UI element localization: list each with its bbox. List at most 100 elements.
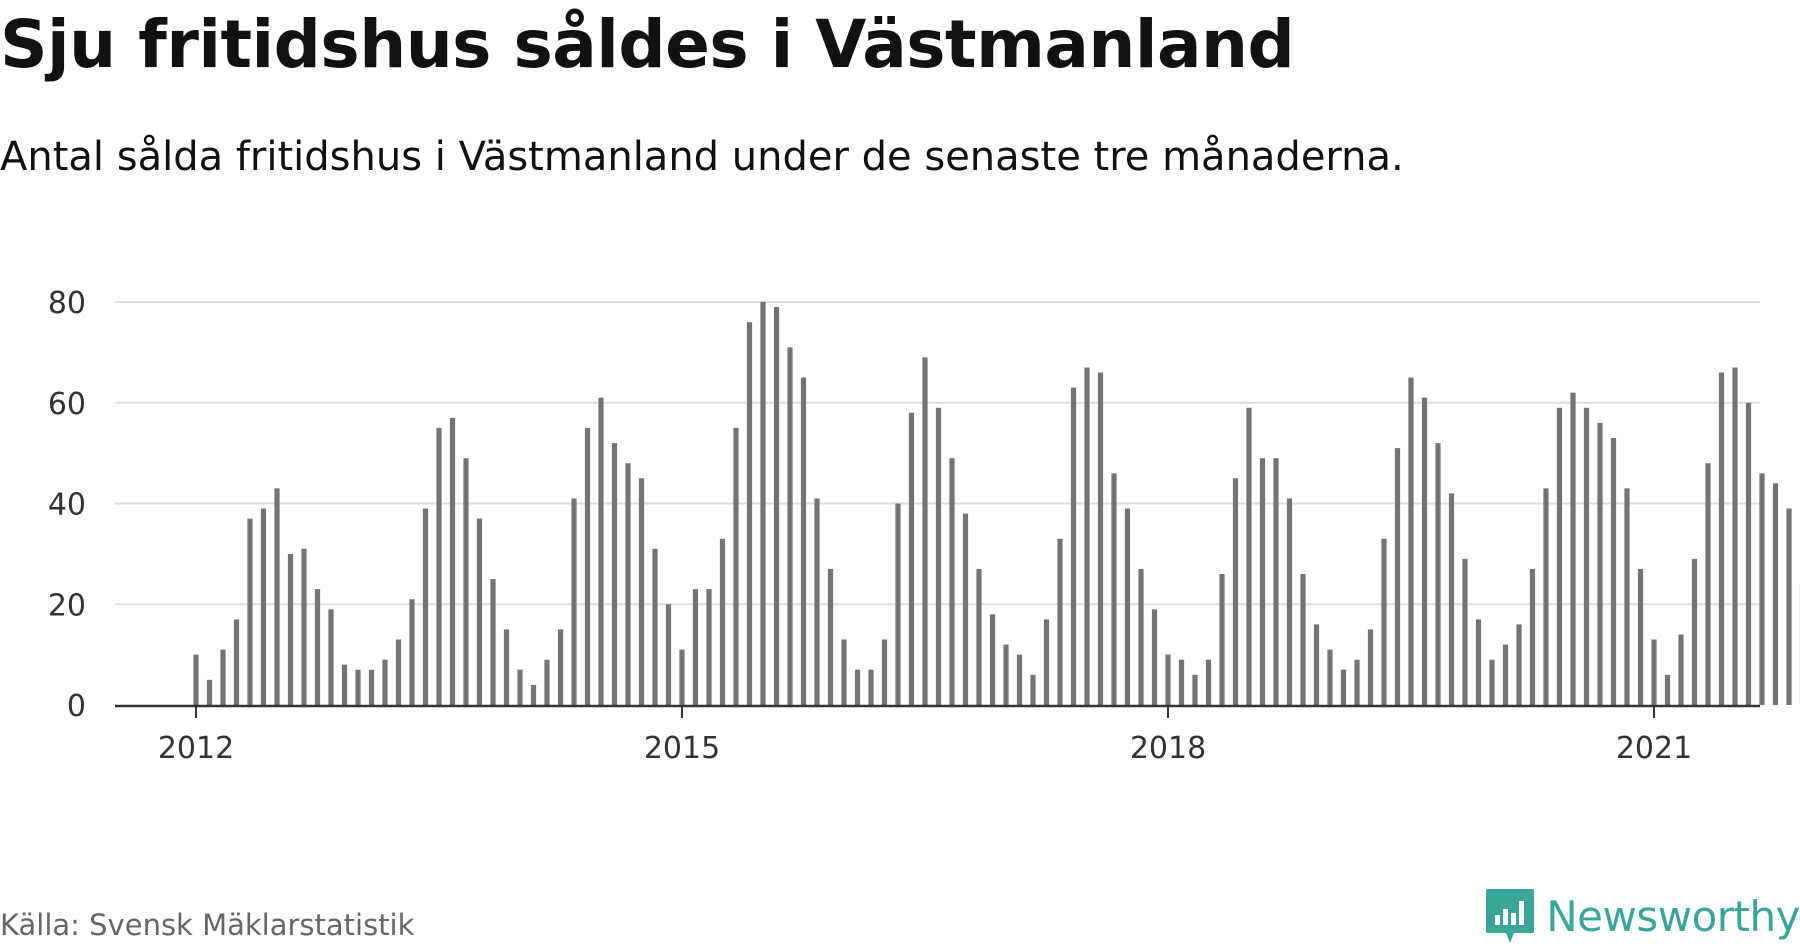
bar [1745,402,1752,706]
bar [1583,407,1590,705]
bar [1624,488,1630,705]
bar [1516,624,1522,705]
bar [571,498,577,705]
bar [1448,493,1455,705]
bar [1165,654,1171,705]
bar [1313,624,1320,705]
bar [652,548,658,705]
bar [1475,619,1482,705]
bar [665,604,672,706]
bar [679,649,685,705]
bar [1664,674,1671,705]
bar [1556,407,1563,705]
bar [422,508,429,705]
x-tick-label: 2015 [644,731,720,766]
bar [949,458,955,705]
bar [368,669,375,705]
bar [787,347,793,705]
bar [395,639,402,705]
bar [274,488,280,705]
bar [1205,659,1212,705]
bar [895,503,901,705]
bar [1327,649,1333,705]
bar [314,589,321,705]
bar [1381,538,1387,705]
bar [638,478,645,705]
bar [881,639,888,705]
y-tick-label: 20 [48,588,86,623]
bar [449,417,456,705]
bar [1772,483,1779,705]
bar [760,302,766,705]
bar [1097,372,1104,705]
newsworthy-logo-icon [1486,889,1535,943]
bar [382,659,388,705]
bar [1003,644,1009,705]
bar [233,619,240,705]
bar [1543,488,1549,705]
bar [1610,438,1617,705]
bar [503,629,510,705]
bar [1637,569,1644,705]
bar [962,513,969,705]
bar [733,427,739,705]
y-axis-labels: 0 20 40 60 80 [48,286,86,724]
bar [220,649,226,705]
bar [827,569,834,705]
brand-name: Newsworthy [1546,891,1800,941]
bar [598,397,604,705]
bar [1030,674,1036,705]
x-tick-label: 2021 [1616,731,1692,766]
bar [463,458,469,705]
bar [436,427,442,705]
bar [1246,407,1252,705]
bar [1138,569,1144,705]
bar [476,518,483,705]
y-tick-label: 0 [67,689,86,724]
bar [1016,654,1023,705]
bar [692,589,699,705]
bar [814,498,820,705]
bar [1394,448,1401,705]
bar [719,538,726,705]
bar [1084,367,1090,705]
bar [247,518,253,705]
bar [260,508,267,705]
bar [706,589,712,705]
bar [517,669,523,705]
bar [206,679,213,705]
brand[interactable]: Newsworthy [1484,887,1800,945]
bar [1070,387,1077,705]
bar [1286,498,1293,705]
bar [1219,574,1225,705]
bar [854,669,861,705]
bar [1678,634,1684,705]
bar [976,569,982,705]
bar [287,553,294,705]
bar [1192,674,1198,705]
bar [1502,644,1509,705]
chart-title: Sju fritidshus såldes i Västmanland [0,6,1295,83]
bar [1705,463,1711,705]
bar [1340,669,1347,705]
bar [1489,659,1495,705]
y-tick-label: 80 [48,286,86,321]
bar [584,427,591,705]
x-tick-label: 2018 [1130,731,1206,766]
source-note: Källa: Svensk Mäklarstatistik [0,908,415,942]
bar [1597,422,1603,705]
bar [1259,458,1266,705]
bar [1300,574,1306,705]
bar [611,443,618,705]
bar [355,669,361,705]
bar [409,599,415,705]
bar [1529,569,1536,705]
bar [301,548,307,705]
bar [490,579,496,705]
bar [1462,558,1468,705]
bar [1718,372,1725,705]
bar [773,307,780,705]
bar [1570,392,1576,705]
bar [1057,538,1063,705]
